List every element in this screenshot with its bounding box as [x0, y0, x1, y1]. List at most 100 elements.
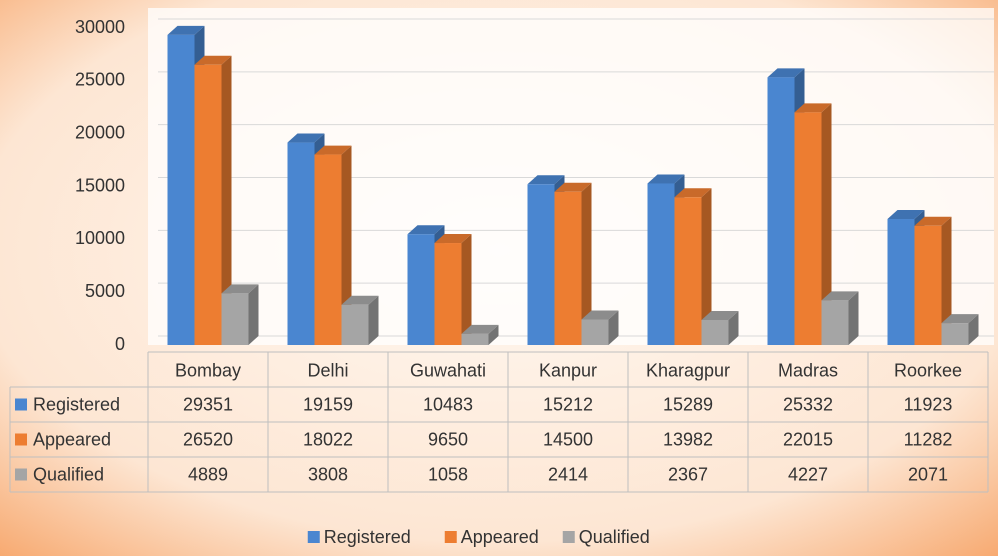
bar — [287, 142, 315, 345]
bar-top — [581, 310, 619, 320]
bar — [434, 243, 462, 345]
legend-key — [15, 433, 27, 446]
bar-side — [941, 216, 952, 345]
bar-top — [194, 55, 232, 65]
bar — [941, 323, 969, 345]
table-value: 1058 — [428, 464, 468, 484]
table-value: 11282 — [904, 429, 953, 449]
legend-label: Appeared — [461, 527, 539, 547]
bar — [554, 191, 582, 345]
table-value: 25332 — [783, 394, 833, 414]
bar — [341, 304, 369, 345]
category-label: Delhi — [307, 360, 348, 380]
bar — [914, 225, 942, 345]
bar — [767, 77, 795, 346]
bar-top — [527, 175, 565, 185]
category-label: Bombay — [175, 360, 241, 380]
category-label: Madras — [778, 360, 838, 380]
legend-key — [15, 468, 27, 481]
bar-side — [728, 310, 739, 345]
legend-key — [562, 531, 575, 543]
bar-side — [461, 234, 472, 345]
bar-side — [821, 103, 832, 345]
bar-side — [608, 310, 619, 345]
table-value: 15212 — [543, 394, 593, 414]
y-tick-label: 25000 — [75, 70, 125, 90]
bar — [461, 333, 489, 345]
table-value: 4889 — [188, 464, 228, 484]
table-value: 2414 — [548, 464, 588, 484]
legend-key — [444, 531, 457, 543]
category-label: Kharagpur — [646, 360, 730, 380]
bar — [221, 293, 249, 345]
bar — [407, 234, 435, 345]
bar-side — [968, 314, 979, 345]
bar — [794, 112, 822, 345]
bar-side — [701, 188, 712, 345]
bar-top — [434, 234, 472, 244]
bar-side — [341, 145, 352, 345]
table-value: 29351 — [183, 394, 233, 414]
y-tick-label: 15000 — [75, 175, 125, 195]
bar — [701, 319, 729, 345]
row-label: Registered — [33, 394, 120, 414]
y-tick-label: 10000 — [75, 228, 125, 248]
y-tick-label: 0 — [115, 334, 125, 354]
bar-top — [221, 284, 259, 294]
bar — [821, 300, 849, 345]
bar-top — [701, 310, 739, 320]
bar — [314, 154, 342, 345]
table-value: 11923 — [904, 394, 953, 414]
y-tick-label: 5000 — [85, 281, 125, 301]
table-value: 15289 — [663, 394, 713, 414]
table-value: 2367 — [668, 464, 708, 484]
bar-top — [407, 225, 445, 235]
row-label: Qualified — [33, 464, 104, 484]
bar — [887, 219, 915, 345]
table-value: 19159 — [303, 394, 353, 414]
table-value: 14500 — [543, 429, 593, 449]
y-tick-label: 30000 — [75, 17, 125, 37]
bar-top — [914, 216, 952, 226]
table-value: 2071 — [908, 464, 948, 484]
category-label: Kanpur — [539, 360, 597, 380]
bar — [194, 64, 222, 345]
bar-top — [287, 133, 325, 143]
bar-side — [581, 182, 592, 345]
bar-top — [647, 174, 685, 184]
table-value: 22015 — [783, 429, 833, 449]
bar-top — [341, 295, 379, 305]
bar — [647, 183, 675, 345]
bar — [581, 319, 609, 345]
bar-top — [167, 25, 205, 35]
bar-top — [314, 145, 352, 155]
bar-top — [461, 324, 499, 334]
bar-top — [554, 182, 592, 192]
y-tick-label: 20000 — [75, 122, 125, 142]
bar-side — [368, 295, 379, 345]
bar-side — [848, 291, 859, 345]
bar — [167, 34, 195, 346]
table-value: 9650 — [428, 429, 468, 449]
bar-side — [248, 284, 259, 345]
bar-side — [488, 324, 499, 345]
bar-top — [941, 314, 979, 324]
table-value: 26520 — [183, 429, 233, 449]
bar — [674, 197, 702, 345]
bar-top — [794, 103, 832, 113]
table-value: 13982 — [663, 429, 713, 449]
category-label: Guwahati — [410, 360, 486, 380]
table-value: 3808 — [308, 464, 348, 484]
table-value: 4227 — [788, 464, 828, 484]
bar — [527, 184, 555, 345]
legend-label: Qualified — [579, 527, 650, 547]
row-label: Appeared — [33, 429, 111, 449]
legend-key — [15, 398, 27, 411]
table-value: 18022 — [303, 429, 353, 449]
table-value: 10483 — [423, 394, 473, 414]
bar-top — [821, 291, 859, 301]
legend-key — [307, 531, 320, 543]
bar-top — [767, 68, 805, 78]
legend-label: Registered — [324, 527, 411, 547]
